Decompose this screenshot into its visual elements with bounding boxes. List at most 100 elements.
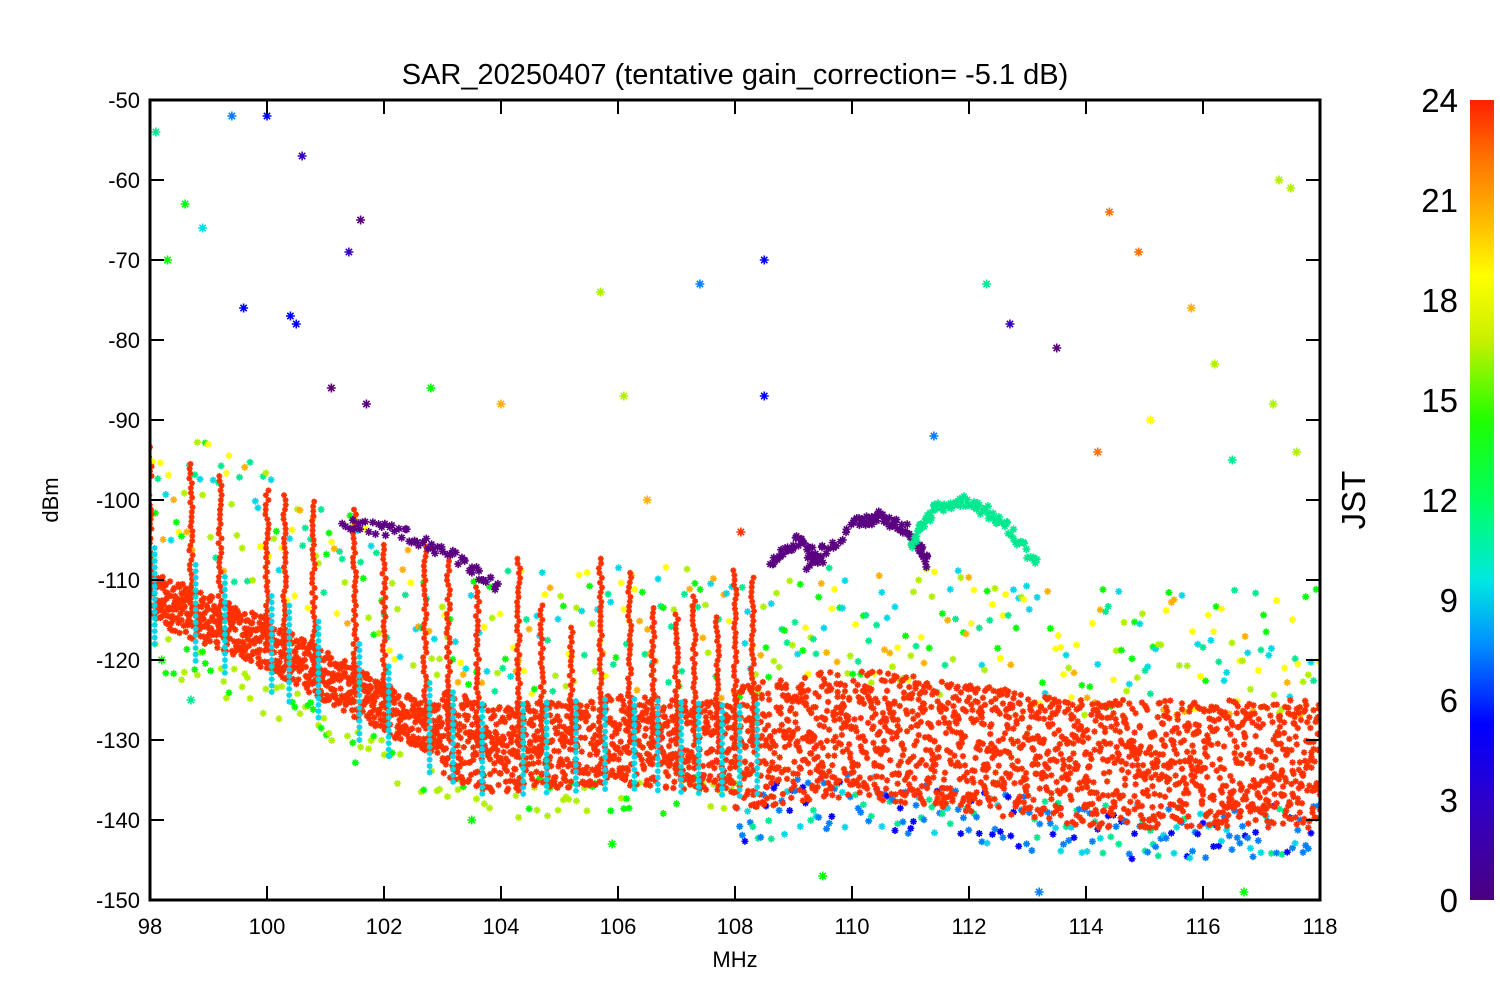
data-point	[1171, 759, 1178, 766]
data-point	[1065, 776, 1072, 783]
data-point	[778, 625, 786, 633]
data-point	[1273, 596, 1281, 604]
data-point	[997, 749, 1005, 756]
data-point	[310, 503, 317, 510]
data-point	[825, 726, 833, 733]
data-point	[736, 693, 744, 701]
data-point	[1225, 710, 1233, 718]
data-point	[856, 698, 863, 706]
data-point	[293, 505, 301, 513]
data-point	[534, 728, 541, 735]
data-point	[1044, 808, 1052, 816]
data-point	[414, 741, 421, 748]
data-point	[1134, 799, 1141, 806]
data-point	[939, 703, 947, 710]
data-point	[1119, 792, 1127, 799]
data-point	[820, 675, 828, 683]
data-point	[783, 639, 791, 647]
data-point	[722, 756, 730, 763]
data-point	[925, 644, 933, 652]
data-point	[893, 733, 900, 740]
data-point	[381, 661, 388, 668]
data-point	[596, 642, 603, 649]
data-point	[916, 790, 923, 797]
data-point	[347, 699, 355, 706]
data-point	[862, 611, 870, 619]
data-point	[1131, 618, 1139, 626]
data-point	[1173, 823, 1181, 831]
data-point	[273, 637, 280, 645]
data-point	[1213, 725, 1220, 733]
data-point	[187, 585, 194, 592]
data-point	[801, 674, 809, 681]
data-point	[380, 556, 387, 563]
data-point	[171, 584, 178, 592]
data-point	[535, 753, 542, 760]
data-point	[331, 687, 338, 694]
data-point	[561, 733, 569, 741]
data-point	[1225, 714, 1232, 721]
data-point	[1017, 779, 1025, 786]
data-point	[241, 670, 249, 678]
data-point	[658, 724, 665, 732]
data-point	[590, 735, 597, 742]
data-point	[699, 774, 707, 782]
data-point	[559, 602, 567, 610]
data-point	[868, 685, 875, 693]
data-point	[784, 717, 792, 724]
data-point	[873, 621, 881, 629]
data-point	[315, 695, 322, 702]
data-point	[438, 743, 445, 751]
data-point	[725, 617, 733, 625]
data-point	[620, 805, 628, 813]
data-point	[699, 762, 707, 770]
data-point	[666, 760, 674, 768]
data-point	[1053, 778, 1060, 786]
data-point	[565, 650, 573, 658]
data-point	[952, 787, 960, 795]
data-point	[649, 729, 656, 736]
data-point	[926, 779, 933, 786]
data-point	[1115, 791, 1122, 799]
data-point	[1074, 718, 1081, 725]
data-point	[509, 771, 516, 779]
data-point	[965, 826, 973, 834]
data-point	[815, 693, 822, 700]
data-point	[1200, 708, 1208, 715]
data-point	[581, 734, 589, 741]
data-point	[709, 780, 717, 788]
data-point	[1086, 809, 1094, 817]
data-point	[780, 692, 788, 700]
data-point	[559, 768, 566, 776]
data-point	[648, 744, 655, 751]
data-point	[515, 787, 522, 794]
data-point	[517, 574, 524, 581]
data-point	[659, 810, 667, 818]
data-point	[879, 709, 887, 717]
data-point	[502, 707, 510, 714]
data-point	[791, 758, 798, 766]
data-point	[1065, 699, 1072, 707]
data-point	[222, 628, 230, 635]
data-point	[827, 669, 834, 676]
data-point	[1269, 782, 1276, 789]
data-point	[1293, 705, 1300, 713]
data-point	[1110, 710, 1117, 717]
data-point	[455, 712, 462, 719]
data-point	[281, 631, 288, 638]
data-point	[641, 694, 649, 701]
data-point	[998, 690, 1006, 698]
data-point	[421, 620, 428, 627]
data-point	[980, 721, 988, 728]
data-point	[415, 623, 423, 631]
data-point	[189, 533, 196, 539]
data-point	[936, 691, 944, 699]
data-point	[1157, 835, 1165, 843]
data-point	[674, 649, 681, 656]
data-point	[1206, 715, 1213, 722]
data-point	[572, 704, 579, 711]
data-point	[562, 793, 570, 801]
data-point	[192, 651, 199, 658]
data-point	[356, 724, 363, 731]
data-point	[1199, 643, 1207, 651]
